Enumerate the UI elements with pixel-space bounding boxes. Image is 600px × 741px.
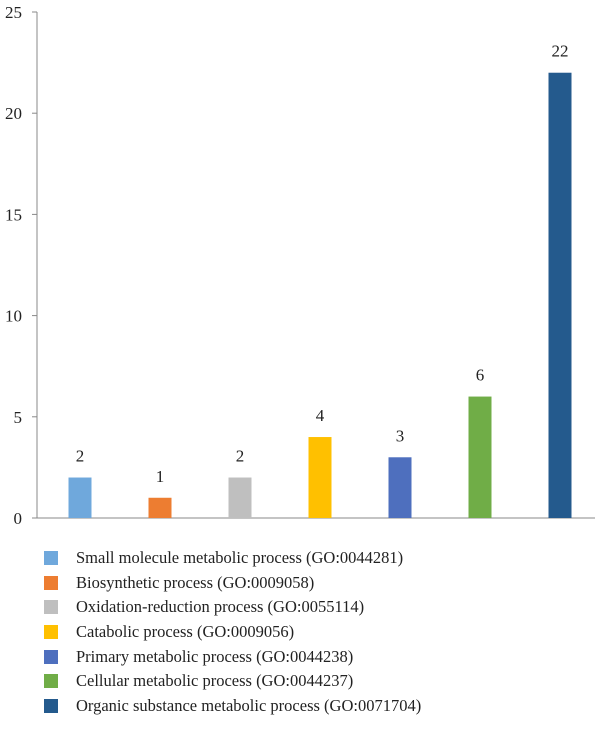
legend-item: Organic substance metabolic process (GO:… [44,694,421,719]
y-tick-label: 0 [14,509,23,528]
legend-item: Oxidation-reduction process (GO:0055114) [44,595,421,620]
legend-item: Cellular metabolic process (GO:0044237) [44,669,421,694]
legend-swatch [44,625,58,640]
legend-label: Organic substance metabolic process (GO:… [76,695,422,715]
legend-item: Catabolic process (GO:0009056) [44,620,421,645]
legend-item: Biosynthetic process (GO:0009058) [44,571,421,596]
legend-label: Cellular metabolic process (GO:0044237) [76,671,354,691]
plot-area: 0 5 10 15 20 25 2 1 2 4 3 6 22 [5,3,595,528]
legend: Small molecule metabolic process (GO:004… [44,546,421,718]
bar [548,72,572,518]
bar [388,457,412,518]
bar-value-label: 1 [156,467,165,486]
legend-swatch [44,551,58,566]
bar-value-label: 2 [76,447,85,466]
legend-swatch [44,698,58,713]
legend-label: Small molecule metabolic process (GO:004… [76,548,404,568]
bar [308,437,332,518]
legend-item: Small molecule metabolic process (GO:004… [44,546,421,571]
legend-label: Oxidation-reduction process (GO:0055114) [76,597,365,617]
bar-value-label: 2 [236,447,245,466]
bar-value-label: 6 [476,366,485,385]
legend-label: Catabolic process (GO:0009056) [76,622,295,642]
bar [228,477,252,518]
y-tick-label: 25 [5,3,22,22]
bar [468,396,492,518]
y-tick-label: 5 [14,408,23,427]
legend-item: Primary metabolic process (GO:0044238) [44,644,421,669]
bar-value-label: 4 [316,406,325,425]
bar [148,497,172,518]
bar-value-label: 22 [552,42,569,61]
legend-label: Primary metabolic process (GO:0044238) [76,646,354,666]
y-tick-label: 10 [5,307,22,326]
legend-swatch [44,575,58,590]
y-tick-label: 15 [5,205,22,224]
bar [68,477,92,518]
legend-swatch [44,600,58,615]
legend-swatch [44,649,58,664]
y-tick-label: 20 [5,104,22,123]
bar-value-label: 3 [396,426,405,445]
legend-swatch [44,674,58,689]
legend-label: Biosynthetic process (GO:0009058) [76,572,315,592]
